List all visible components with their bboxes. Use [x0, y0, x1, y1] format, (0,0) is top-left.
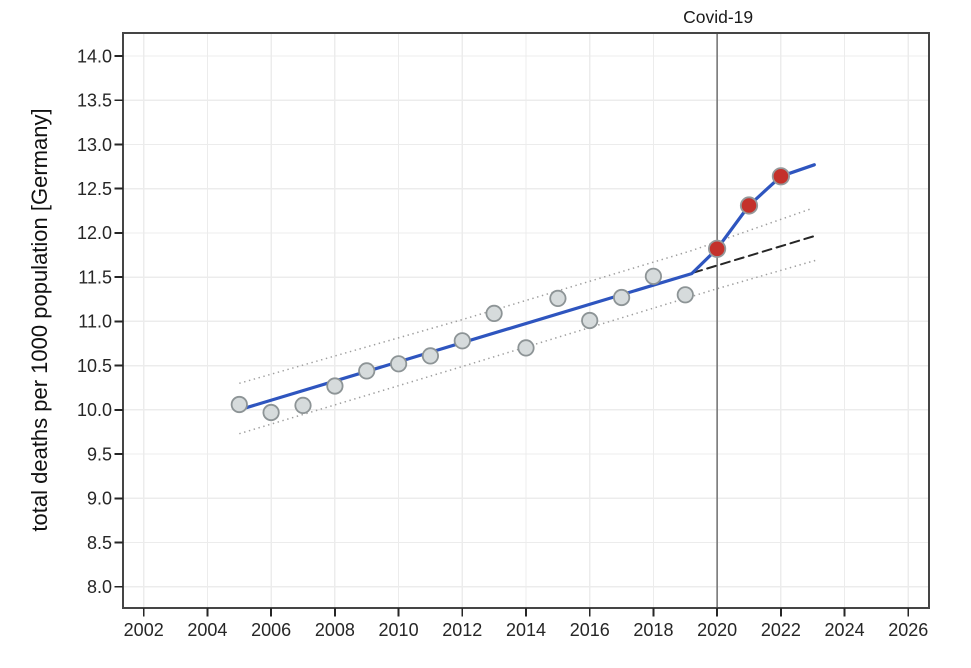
data-point-2007 [294, 396, 312, 414]
pre-covid-trend-extrapolation-line [692, 234, 817, 274]
data-point-2021 [739, 196, 759, 215]
prediction-band-upper-line [239, 207, 813, 385]
data-point-2018 [644, 267, 663, 285]
y-tick-label: 10.5 [77, 356, 112, 376]
x-tick-label: 2018 [633, 620, 673, 640]
covid-annotation-label: Covid-19 [683, 7, 753, 27]
y-tick-label: 11.5 [78, 267, 112, 287]
x-tick-label: 2026 [888, 620, 928, 640]
data-point-2019 [676, 286, 694, 304]
y-tick-label: 12.5 [77, 179, 112, 199]
x-tick-label: 2022 [761, 620, 801, 640]
data-point-2012 [453, 332, 471, 350]
y-tick-label: 11.0 [78, 312, 112, 332]
y-tick-label: 10.0 [77, 400, 112, 420]
observed-deaths-covid-years [707, 167, 791, 258]
y-tick-label: 13.5 [77, 91, 112, 111]
x-axis: 2002 2004 2006 2008 2010 2012 2014 2016 2018 2020… [124, 608, 928, 640]
x-tick-label: 2006 [251, 620, 291, 640]
data-point-2008 [326, 377, 344, 395]
data-point-2017 [612, 288, 631, 307]
y-tick-label: 8.5 [87, 533, 112, 553]
data-point-2011 [421, 347, 439, 365]
y-tick-label: 9.0 [87, 489, 112, 509]
data-point-2020 [707, 239, 727, 258]
data-point-2015 [549, 289, 567, 307]
data-point-2009 [358, 362, 376, 380]
y-tick-label: 14.0 [77, 46, 112, 66]
x-tick-label: 2004 [187, 620, 227, 640]
x-tick-label: 2010 [379, 620, 419, 640]
x-tick-label: 2012 [442, 620, 482, 640]
data-point-2005 [230, 395, 248, 414]
data-point-2014 [517, 339, 535, 357]
data-point-2016 [581, 311, 599, 330]
x-tick-label: 2002 [124, 620, 164, 640]
gridlines [123, 33, 929, 608]
y-tick-label: 9.5 [87, 444, 112, 464]
model-fit-line-line [237, 163, 816, 412]
data-point-2010 [389, 355, 408, 373]
x-tick-label: 2014 [506, 620, 546, 640]
y-axis: 8.0 8.5 9.0 9.5 10.0 10.5 11.0 11.5 12.0 12.5 13.0… [77, 46, 123, 597]
x-tick-label: 2020 [697, 620, 737, 640]
x-tick-label: 2008 [315, 620, 355, 640]
data-point-2013 [485, 304, 503, 322]
data-point-2006 [262, 403, 280, 422]
y-tick-label: 12.0 [77, 223, 112, 243]
x-tick-label: 2016 [570, 620, 610, 640]
y-tick-label: 13.0 [77, 135, 112, 155]
x-tick-label: 2024 [825, 620, 865, 640]
y-tick-label: 8.0 [87, 577, 112, 597]
observed-deaths-pre-covid [230, 267, 694, 422]
data-point-2022 [771, 167, 791, 186]
